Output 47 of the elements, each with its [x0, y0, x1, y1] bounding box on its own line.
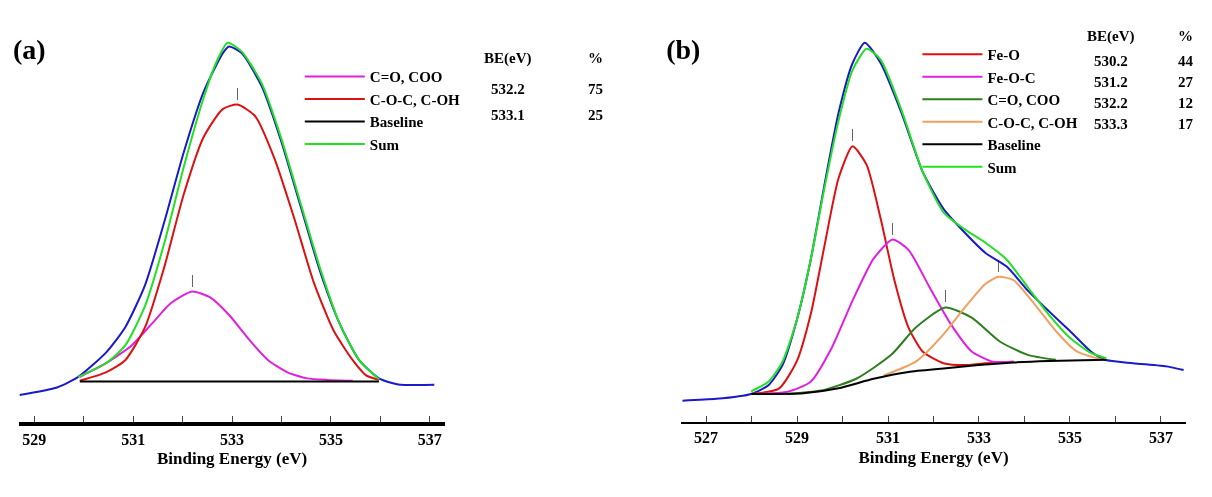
annotation: 12: [1178, 95, 1193, 111]
x-tick-label: 535: [1057, 428, 1082, 446]
text: 533.1: [491, 107, 525, 123]
text: BE(eV): [484, 50, 532, 67]
x-tick-label: 527: [694, 428, 719, 446]
legend-label: Baseline: [987, 137, 1042, 154]
legend-label: Baseline: [369, 114, 424, 131]
annotation: 531.2: [1094, 74, 1128, 90]
x-tick-label: 529: [785, 428, 810, 446]
annotation: 533.3: [1094, 116, 1128, 132]
annotation: |: [891, 220, 894, 235]
legend-label: C=O, COO: [369, 69, 443, 86]
text: 25: [588, 107, 603, 123]
chart-title: (a): [13, 34, 46, 66]
annotation: |: [851, 126, 854, 141]
text: 532.2: [491, 81, 525, 97]
legend-label: Sum: [987, 159, 1018, 176]
x-tick-label: 537: [417, 431, 442, 449]
legend-label: C-O-C, C-OH: [369, 91, 461, 108]
annotation: |: [191, 272, 194, 287]
x-tick-label: 535: [318, 431, 343, 449]
x-tick-label: 531: [121, 431, 146, 449]
annotation: 27: [1178, 74, 1194, 90]
legend-label: Sum: [369, 136, 400, 153]
x-tick-label: 531: [876, 428, 901, 446]
annotation: |: [944, 287, 947, 302]
x-tick-label: 537: [1148, 428, 1173, 446]
legend-label: Fe-O: [987, 47, 1020, 64]
text: 75: [588, 81, 603, 97]
annotation: 530.2: [1094, 53, 1128, 69]
text: %: [588, 50, 603, 66]
annotation: %: [1178, 28, 1193, 44]
chart-title: (b): [666, 34, 701, 66]
legend-label: Fe-O-C: [987, 69, 1036, 86]
legend-label: C-O-C, C-OH: [987, 114, 1078, 131]
annotation: |: [236, 85, 239, 100]
annotation: |: [997, 257, 1000, 272]
annotation: 17: [1178, 116, 1194, 132]
x-tick-label: 529: [22, 431, 47, 449]
annotation: 532.2: [1094, 95, 1128, 111]
x-axis-title: Binding Energy (eV): [156, 449, 308, 469]
x-axis-title: Binding Energy (eV): [858, 447, 1009, 467]
x-tick-label: 533: [966, 428, 991, 446]
annotation: 44: [1178, 53, 1194, 69]
annotation: BE(eV): [1087, 28, 1135, 45]
x-tick-label: 533: [220, 431, 245, 449]
legend-label: C=O, COO: [987, 92, 1061, 109]
